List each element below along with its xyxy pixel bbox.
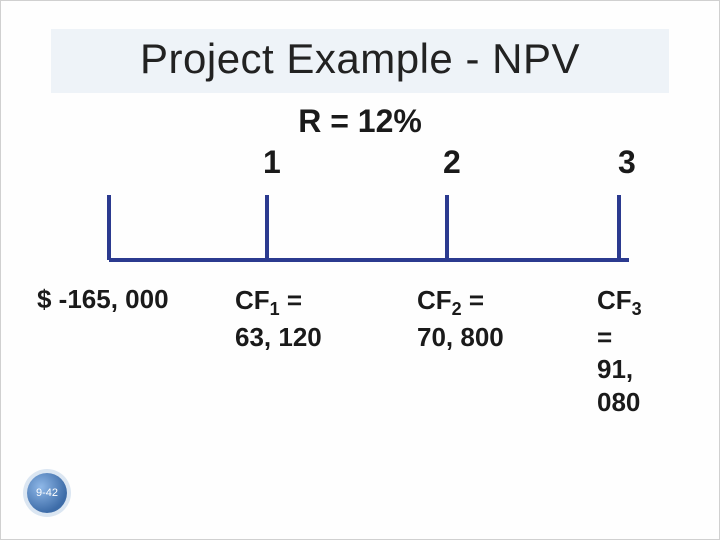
period-label-1: 1 bbox=[263, 144, 281, 181]
period-label-3: 3 bbox=[618, 144, 636, 181]
cf1-value: 63, 120 bbox=[235, 322, 322, 352]
timeline-svg bbox=[67, 190, 647, 280]
period-labels-row: 1 2 3 bbox=[67, 144, 653, 184]
cashflow-3: CF3 = 91, 080 bbox=[597, 284, 653, 418]
cf2-suffix: = bbox=[462, 285, 484, 315]
cf3-suffix: = bbox=[597, 322, 612, 352]
timeline-diagram: 1 2 3 $ -165, 000 CF1 = 63, 120 CF2 = 70… bbox=[67, 144, 653, 384]
cf1-prefix: CF bbox=[235, 285, 270, 315]
page-number: 9-42 bbox=[36, 487, 58, 499]
cf3-sub: 3 bbox=[632, 299, 642, 319]
cf1-suffix: = bbox=[280, 285, 302, 315]
period-label-2: 2 bbox=[443, 144, 461, 181]
cf2-prefix: CF bbox=[417, 285, 452, 315]
slide-title: Project Example - NPV bbox=[61, 35, 659, 83]
discount-rate: R = 12% bbox=[37, 103, 683, 140]
cf3-value: 91, 080 bbox=[597, 354, 640, 417]
cf3-prefix: CF bbox=[597, 285, 632, 315]
cf2-value: 70, 800 bbox=[417, 322, 504, 352]
cashflow-1: CF1 = 63, 120 bbox=[235, 284, 322, 353]
slide: Project Example - NPV R = 12% 1 2 3 $ -1… bbox=[0, 0, 720, 540]
page-number-badge: 9-42 bbox=[27, 473, 67, 513]
cashflow-row: CF1 = 63, 120 CF2 = 70, 800 CF3 = 91, 08… bbox=[67, 284, 653, 364]
cashflow-2: CF2 = 70, 800 bbox=[417, 284, 504, 353]
title-container: Project Example - NPV bbox=[51, 29, 669, 93]
cf2-sub: 2 bbox=[452, 299, 462, 319]
cf1-sub: 1 bbox=[270, 299, 280, 319]
